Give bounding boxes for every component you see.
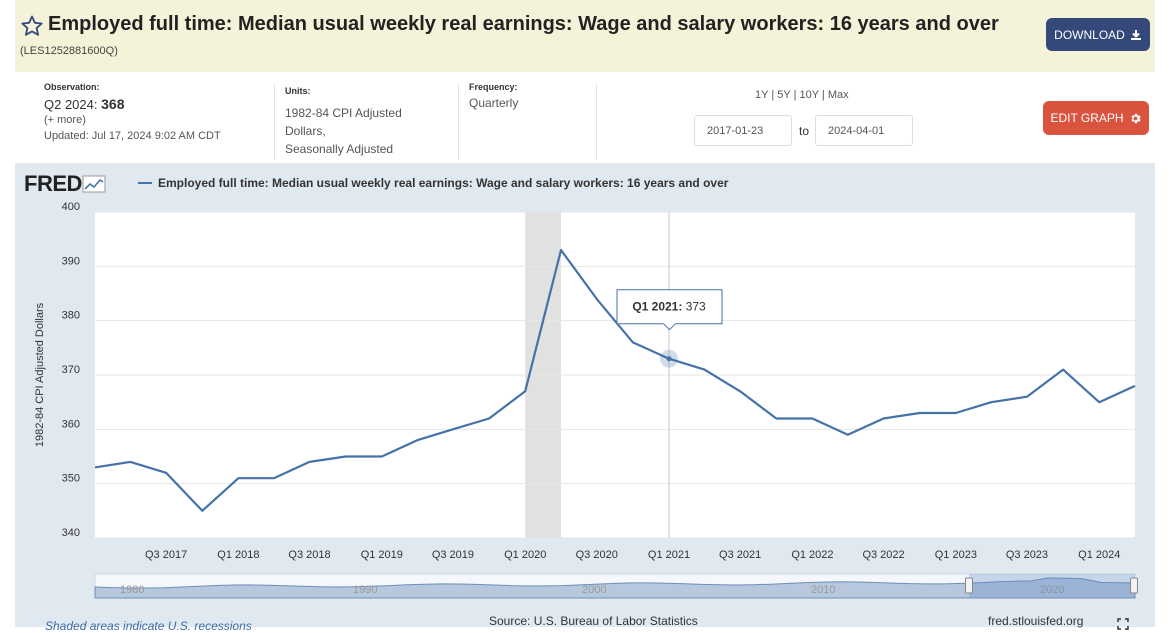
units-line: Dollars, xyxy=(285,124,326,138)
x-tick-label: Q1 2022 xyxy=(791,549,833,561)
edit-graph-button[interactable]: EDIT GRAPH xyxy=(1043,101,1149,135)
x-tick-label: Q3 2021 xyxy=(719,549,761,561)
x-tick-label: Q3 2023 xyxy=(1006,549,1048,561)
x-tick-label: Q3 2017 xyxy=(145,549,187,561)
divider xyxy=(458,84,459,160)
star-outline-icon[interactable] xyxy=(20,14,44,38)
divider xyxy=(596,84,597,160)
series-id: (LES1252881600Q) xyxy=(20,45,118,57)
x-tick-label: Q3 2018 xyxy=(288,549,330,561)
units-line: 1982-84 CPI Adjusted xyxy=(285,106,402,120)
updated-text: Updated: Jul 17, 2024 9:02 AM CDT xyxy=(44,130,221,142)
navigator-label: 2010 xyxy=(811,584,835,596)
observation-label: Observation: xyxy=(44,82,100,92)
y-tick-label: 360 xyxy=(62,418,80,430)
y-axis-label: 1982-84 CPI Adjusted Dollars xyxy=(34,302,46,447)
series-header: Employed full time: Median usual weekly … xyxy=(15,0,1155,72)
edit-graph-label: EDIT GRAPH xyxy=(1050,111,1124,125)
navigator-label: 1990 xyxy=(353,584,377,596)
legend-swatch xyxy=(138,182,152,184)
y-tick-label: 340 xyxy=(62,527,80,539)
observation-value-line: Q2 2024: 368 xyxy=(44,96,221,112)
fred-url[interactable]: fred.stlouisfed.org xyxy=(988,614,1084,628)
x-tick-label: Q3 2020 xyxy=(576,549,618,561)
recession-note: Shaded areas indicate U.S. recessions xyxy=(45,619,252,633)
download-icon xyxy=(1130,29,1141,40)
y-tick-label: 380 xyxy=(62,310,80,322)
units-line: Seasonally Adjusted xyxy=(285,142,394,156)
y-tick-label: 390 xyxy=(62,255,80,267)
chart-legend: Employed full time: Median usual weekly … xyxy=(138,176,728,190)
x-tick-label: Q1 2023 xyxy=(935,549,977,561)
page-title: Employed full time: Median usual weekly … xyxy=(48,13,999,35)
fred-logo-text: FRED xyxy=(24,171,82,196)
gear-icon xyxy=(1130,113,1141,123)
navigator-handle[interactable] xyxy=(1130,577,1138,594)
x-tick-label: Q1 2018 xyxy=(217,549,259,561)
units-label: Units: xyxy=(285,86,311,96)
observation-period: Q2 2024: xyxy=(44,97,98,112)
frequency-value: Quarterly xyxy=(469,96,519,110)
y-tick-label: 350 xyxy=(62,473,80,485)
divider xyxy=(274,84,275,160)
fred-logo: FRED xyxy=(24,171,106,196)
x-tick-label: Q3 2022 xyxy=(862,549,904,561)
frequency-block: Frequency: Quarterly xyxy=(469,82,518,110)
range-selector: 1Y | 5Y | 10Y | Max xyxy=(755,89,849,101)
navigator-label: 2000 xyxy=(582,584,606,596)
x-tick-label: Q1 2021 xyxy=(648,549,690,561)
more-link[interactable]: (+ more) xyxy=(44,114,86,126)
range-1y[interactable]: 1Y xyxy=(755,89,769,101)
to-label: to xyxy=(799,124,810,138)
navigator-label: 1980 xyxy=(120,584,144,596)
units-block: Units: 1982-84 CPI Adjusted Dollars, Sea… xyxy=(285,82,402,158)
download-button[interactable]: DOWNLOAD xyxy=(1046,18,1150,51)
x-tick-label: Q1 2020 xyxy=(504,549,546,561)
range-max[interactable]: Max xyxy=(827,89,849,101)
x-tick-label: Q3 2019 xyxy=(432,549,474,561)
end-date-input[interactable]: 2024-04-01 xyxy=(815,115,913,146)
navigator-series xyxy=(94,577,1136,599)
tooltip-text: Q1 2021: 373 xyxy=(632,300,706,314)
navigator-selection xyxy=(969,574,1135,598)
source-text[interactable]: Source: U.S. Bureau of Labor Statistics xyxy=(489,614,698,628)
navigator-label: 2020 xyxy=(1040,584,1064,596)
legend-label: Employed full time: Median usual weekly … xyxy=(158,176,729,190)
download-label: DOWNLOAD xyxy=(1054,27,1125,42)
frequency-label: Frequency: xyxy=(469,82,518,92)
series-line xyxy=(94,248,1136,512)
y-tick-label: 400 xyxy=(62,201,80,213)
start-date-input[interactable]: 2017-01-23 xyxy=(694,115,792,146)
range-10y[interactable]: 10Y xyxy=(799,89,819,101)
chart-logo-icon xyxy=(82,175,106,193)
navigator-handle[interactable] xyxy=(965,577,973,594)
fullscreen-icon[interactable] xyxy=(1117,618,1129,630)
tooltip-box xyxy=(616,289,723,331)
observation-value: 368 xyxy=(101,96,125,112)
x-tick-label: Q1 2024 xyxy=(1078,549,1120,561)
y-tick-label: 370 xyxy=(62,364,80,376)
observation-block: Observation: Q2 2024: 368 (+ more) Updat… xyxy=(44,82,221,142)
range-5y[interactable]: 5Y xyxy=(777,89,791,101)
x-tick-label: Q1 2019 xyxy=(361,549,403,561)
